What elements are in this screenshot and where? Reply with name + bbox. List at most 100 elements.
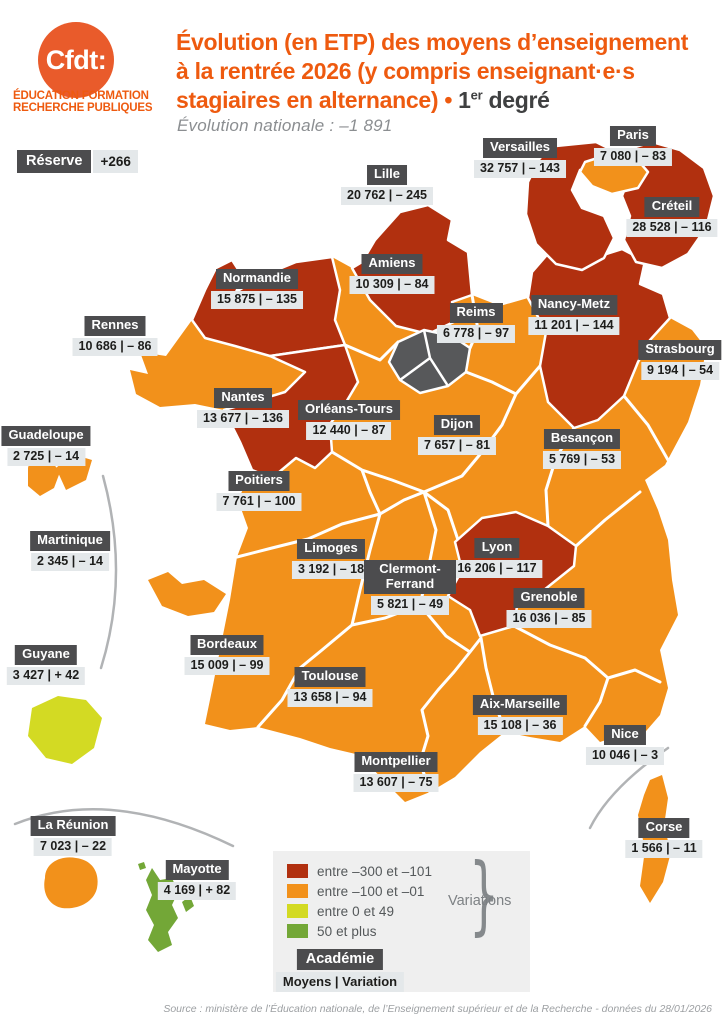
academy-name: Normandie [216, 269, 298, 289]
academy-values: 9 194 | – 54 [640, 361, 720, 381]
academy-name: Nantes [214, 388, 272, 408]
academy-name: Limoges [297, 539, 365, 559]
legend-key-subtitle: Moyens | Variation [275, 972, 405, 992]
academy-label-versailles: Versailles 32 757 | – 143 [474, 138, 566, 179]
academy-label-martinique: Martinique 2 345 | – 14 [30, 531, 110, 572]
academy-values: 15 875 | – 135 [211, 290, 303, 310]
region-guyane [28, 696, 102, 764]
academy-name: Rennes [84, 316, 146, 336]
page-title: Évolution (en ETP) des moyens d’enseigne… [176, 28, 688, 115]
academy-name: Mayotte [165, 860, 229, 880]
academy-name: Nancy-Metz [530, 295, 618, 315]
academy-values: 10 046 | – 3 [585, 746, 665, 766]
legend-label: entre –100 et –01 [317, 883, 425, 899]
region-corse [638, 775, 671, 903]
title-line3-dark: 1er degré [458, 86, 550, 113]
academy-name: Amiens [361, 254, 423, 274]
title-line3: stagiaires en alternance) • 1er degré [176, 86, 688, 115]
academy-values: 5 821 | – 49 [370, 596, 450, 615]
academy-values: 15 009 | – 99 [184, 656, 270, 676]
legend-brace: } [469, 845, 500, 945]
cfdt-logo-circle: Cfdt: [38, 22, 114, 98]
academy-name: Dijon [433, 415, 481, 435]
academy-values: 4 169 | + 82 [157, 881, 237, 901]
academy-name: Versailles [483, 138, 557, 158]
cfdt-logo-subtitle-line1: ÉDUCATION FORMATION [13, 90, 149, 102]
academy-values: 10 309 | – 84 [349, 275, 435, 295]
region-la-reunion [44, 857, 98, 909]
academy-label-la-reunion: La Réunion 7 023 | – 22 [30, 816, 116, 857]
academy-values: 7 657 | – 81 [417, 436, 497, 456]
academy-name: Martinique [30, 531, 110, 551]
academy-name: Guadeloupe [1, 426, 91, 446]
academy-name: Créteil [644, 197, 700, 217]
academy-label-guyane: Guyane 3 427 | + 42 [6, 645, 86, 686]
academy-name: La Réunion [30, 816, 116, 836]
academy-name: Aix-Marseille [472, 695, 568, 715]
academy-name: Montpellier [354, 752, 438, 772]
academy-label-amiens: Amiens 10 309 | – 84 [349, 254, 435, 295]
academy-values: 28 528 | – 116 [626, 218, 718, 238]
academy-name: Orléans-Tours [298, 400, 400, 420]
academy-label-poitiers: Poitiers 7 761 | – 100 [216, 471, 302, 512]
academy-values: 7 023 | – 22 [33, 837, 113, 857]
academy-label-besancon: Besançon 5 769 | – 53 [542, 429, 622, 470]
academy-values: 13 607 | – 75 [353, 773, 439, 793]
title-degree-sup: er [470, 87, 483, 103]
academy-name: Lille [366, 165, 407, 185]
legend-panel: entre –300 et –101 entre –100 et –01 ent… [273, 845, 530, 992]
academy-name: Toulouse [294, 667, 366, 687]
academy-label-creteil: Créteil 28 528 | – 116 [626, 197, 718, 238]
academy-label-rennes: Rennes 10 686 | – 86 [72, 316, 158, 357]
academy-values: 2 725 | – 14 [6, 447, 86, 467]
academy-values: 16 036 | – 85 [506, 609, 592, 629]
academy-values: 16 206 | – 117 [451, 559, 543, 579]
academy-label-strasbourg: Strasbourg 9 194 | – 54 [638, 340, 722, 381]
academy-label-montpellier: Montpellier 13 607 | – 75 [353, 752, 439, 793]
academy-label-nantes: Nantes 13 677 | – 136 [197, 388, 289, 429]
academy-name: Bordeaux [190, 635, 264, 655]
legend-variations-label: Variations [448, 893, 512, 909]
legend-key: Académie Moyens | Variation [275, 949, 405, 992]
academy-values: 32 757 | – 143 [474, 159, 566, 179]
academy-name: Reims [449, 303, 503, 323]
academy-name: Clermont-Ferrand [364, 560, 456, 595]
legend-item-neg-small: entre –100 et –01 [287, 883, 425, 899]
region-idf-grey-borders [399, 329, 450, 387]
academy-label-paris: Paris 7 080 | – 83 [593, 126, 673, 167]
academy-label-limoges: Limoges 3 192 | – 18 [291, 539, 371, 580]
academy-label-grenoble: Grenoble 16 036 | – 85 [506, 588, 592, 629]
academy-label-dijon: Dijon 7 657 | – 81 [417, 415, 497, 456]
academy-label-clermont-ferrand: Clermont-Ferrand 5 821 | – 49 [364, 560, 456, 615]
legend-item-neg-large: entre –300 et –101 [287, 863, 432, 879]
reserve-label: Réserve [17, 150, 92, 173]
academy-name: Nice [604, 725, 646, 745]
legend-key-title: Académie [296, 949, 384, 970]
academy-name: Besançon [543, 429, 621, 449]
cfdt-logo-text: Cfdt: [45, 44, 107, 75]
academy-label-toulouse: Toulouse 13 658 | – 94 [287, 667, 373, 708]
academy-label-lyon: Lyon 16 206 | – 117 [451, 538, 543, 579]
title-line1: Évolution (en ETP) des moyens d’enseigne… [176, 29, 689, 55]
academy-values: 13 658 | – 94 [287, 688, 373, 708]
academy-label-reims: Reims 6 778 | – 97 [436, 303, 516, 344]
academy-values: 7 080 | – 83 [593, 147, 673, 167]
academy-values: 1 566 | – 11 [625, 839, 703, 859]
academy-values: 12 440 | – 87 [306, 421, 392, 441]
legend-swatch-pos-large [287, 924, 308, 938]
academy-name: Lyon [474, 538, 520, 558]
academy-name: Corse [638, 818, 690, 838]
legend-item-pos-large: 50 et plus [287, 923, 377, 939]
legend-label: 50 et plus [317, 923, 377, 939]
legend-label: entre –300 et –101 [317, 863, 433, 879]
region-martinique [148, 572, 226, 616]
title-degree-text: degré [482, 86, 550, 113]
academy-label-nice: Nice 10 046 | – 3 [585, 725, 665, 766]
reserve-chip: Réserve +266 [17, 150, 138, 173]
academy-label-normandie: Normandie 15 875 | – 135 [211, 269, 303, 310]
academy-values: 2 345 | – 14 [30, 552, 110, 572]
legend-swatch-neg-small [287, 884, 308, 898]
title-line2: à la rentrée 2026 (y compris enseignant·… [176, 57, 635, 84]
academy-label-orleans-tours: Orléans-Tours 12 440 | – 87 [298, 400, 400, 441]
